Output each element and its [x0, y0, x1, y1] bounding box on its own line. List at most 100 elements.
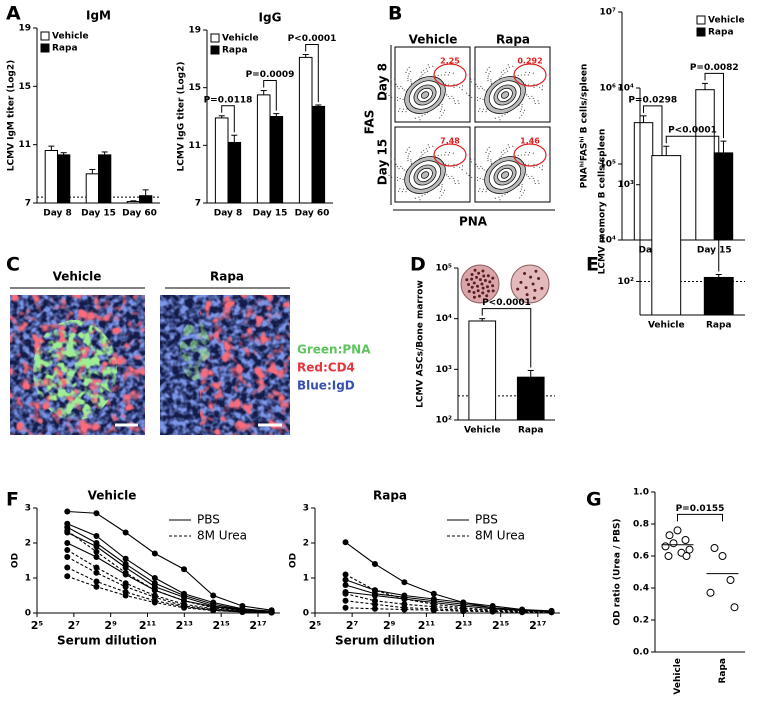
- flow-dot: [461, 169, 463, 171]
- flow-dot: [521, 194, 523, 197]
- legend-label: PBS: [475, 513, 498, 527]
- point: [342, 590, 349, 597]
- point: [93, 564, 100, 571]
- flow-dot: [408, 66, 410, 68]
- point: [342, 582, 349, 588]
- flow-dot: [512, 145, 514, 147]
- y-tick-label: 1: [303, 574, 309, 584]
- flow-dot: [403, 169, 405, 171]
- point: [371, 561, 378, 567]
- micrographs: Vehicle Rapa Green:PNA Red:CD4 Blue:IgD: [10, 270, 371, 435]
- flow-dot: [533, 166, 535, 168]
- spot: [465, 278, 469, 282]
- flow-dot: [444, 74, 446, 76]
- point: [93, 569, 100, 576]
- flow-dot: [439, 117, 441, 119]
- flow-x-label: PNA: [459, 215, 488, 229]
- flow-dot: [447, 74, 449, 76]
- flow-dot: [476, 176, 478, 178]
- point: [93, 554, 100, 560]
- bar: [713, 152, 734, 241]
- flow-dot: [481, 191, 483, 193]
- line: [67, 532, 272, 613]
- point: [64, 508, 71, 515]
- flow-dot: [471, 96, 473, 98]
- y-tick-label: 11: [18, 140, 31, 150]
- flow-dot: [391, 96, 393, 98]
- flow-dot: [459, 166, 461, 169]
- flow-dot: [485, 71, 487, 73]
- bar: [703, 276, 734, 316]
- flow-dot: [500, 155, 502, 157]
- flow-dot: [508, 66, 511, 69]
- point: [548, 609, 555, 616]
- flow-dot: [407, 160, 409, 162]
- x-tick-label: Rapa: [518, 426, 544, 436]
- point: [342, 597, 349, 604]
- flow-dot: [486, 188, 488, 190]
- flow-dot: [400, 165, 402, 168]
- flow-dot: [407, 77, 409, 80]
- micrograph-title: Rapa: [210, 270, 244, 284]
- x-tick-label: 2¹⁷: [529, 619, 546, 632]
- bracket: [665, 135, 720, 272]
- flow-dot: [414, 197, 416, 199]
- x-tick-label: 2⁵: [31, 619, 44, 632]
- flow-dot: [402, 188, 405, 190]
- flow-dot: [470, 161, 473, 163]
- flow-dot: [447, 175, 449, 178]
- flow-dot: [473, 178, 476, 180]
- flow-dot: [473, 78, 476, 80]
- point: [669, 539, 678, 548]
- point: [706, 588, 715, 597]
- point: [519, 609, 526, 616]
- flow-dot: [521, 183, 523, 186]
- flow-dot: [489, 150, 491, 153]
- well: [460, 264, 500, 304]
- spot: [476, 284, 480, 288]
- point: [122, 564, 129, 571]
- y-tick-label: 0.2: [633, 616, 649, 626]
- flow-dot: [488, 73, 490, 75]
- flow-dot: [390, 161, 393, 163]
- flow-dot: [519, 197, 521, 199]
- flow-dot: [393, 178, 396, 180]
- x-tick-label: 2¹⁷: [249, 619, 266, 632]
- flow-dot: [520, 188, 523, 190]
- flow-dot: [533, 83, 535, 85]
- flow-dot: [527, 175, 529, 178]
- flow-dot: [449, 97, 451, 100]
- flow-dot: [477, 110, 480, 112]
- flow-dot: [470, 78, 472, 80]
- flow-dot: [539, 86, 541, 89]
- flow-dot: [447, 164, 449, 166]
- flow-dot: [481, 167, 484, 169]
- y-tick-label: 0.6: [633, 552, 649, 562]
- flow-dot: [487, 80, 489, 82]
- line: [67, 510, 272, 611]
- bar: [126, 201, 140, 204]
- flow-dot: [539, 166, 541, 169]
- flow-dot: [454, 102, 456, 105]
- point: [371, 587, 378, 594]
- flow-dot: [440, 74, 443, 76]
- point: [181, 566, 188, 573]
- flow-dot: [485, 111, 487, 113]
- spot: [470, 277, 474, 281]
- flow-dot: [406, 69, 408, 71]
- flow-dot: [424, 152, 426, 154]
- flow-dot: [499, 77, 501, 79]
- flow-dot: [470, 158, 472, 160]
- flow-dot: [424, 113, 426, 115]
- point: [181, 604, 188, 611]
- flow-dot: [445, 71, 447, 73]
- y-tick-label: 10²: [618, 277, 635, 287]
- legend-label: 8M Urea: [475, 529, 525, 543]
- x-tick-label: 2⁵: [309, 619, 322, 632]
- flow-dot: [397, 190, 400, 192]
- flow-dot: [409, 150, 411, 153]
- flow-dot: [461, 89, 463, 91]
- flow-dot: [527, 95, 529, 98]
- flow-dot: [453, 86, 455, 88]
- flow-dot: [541, 85, 544, 87]
